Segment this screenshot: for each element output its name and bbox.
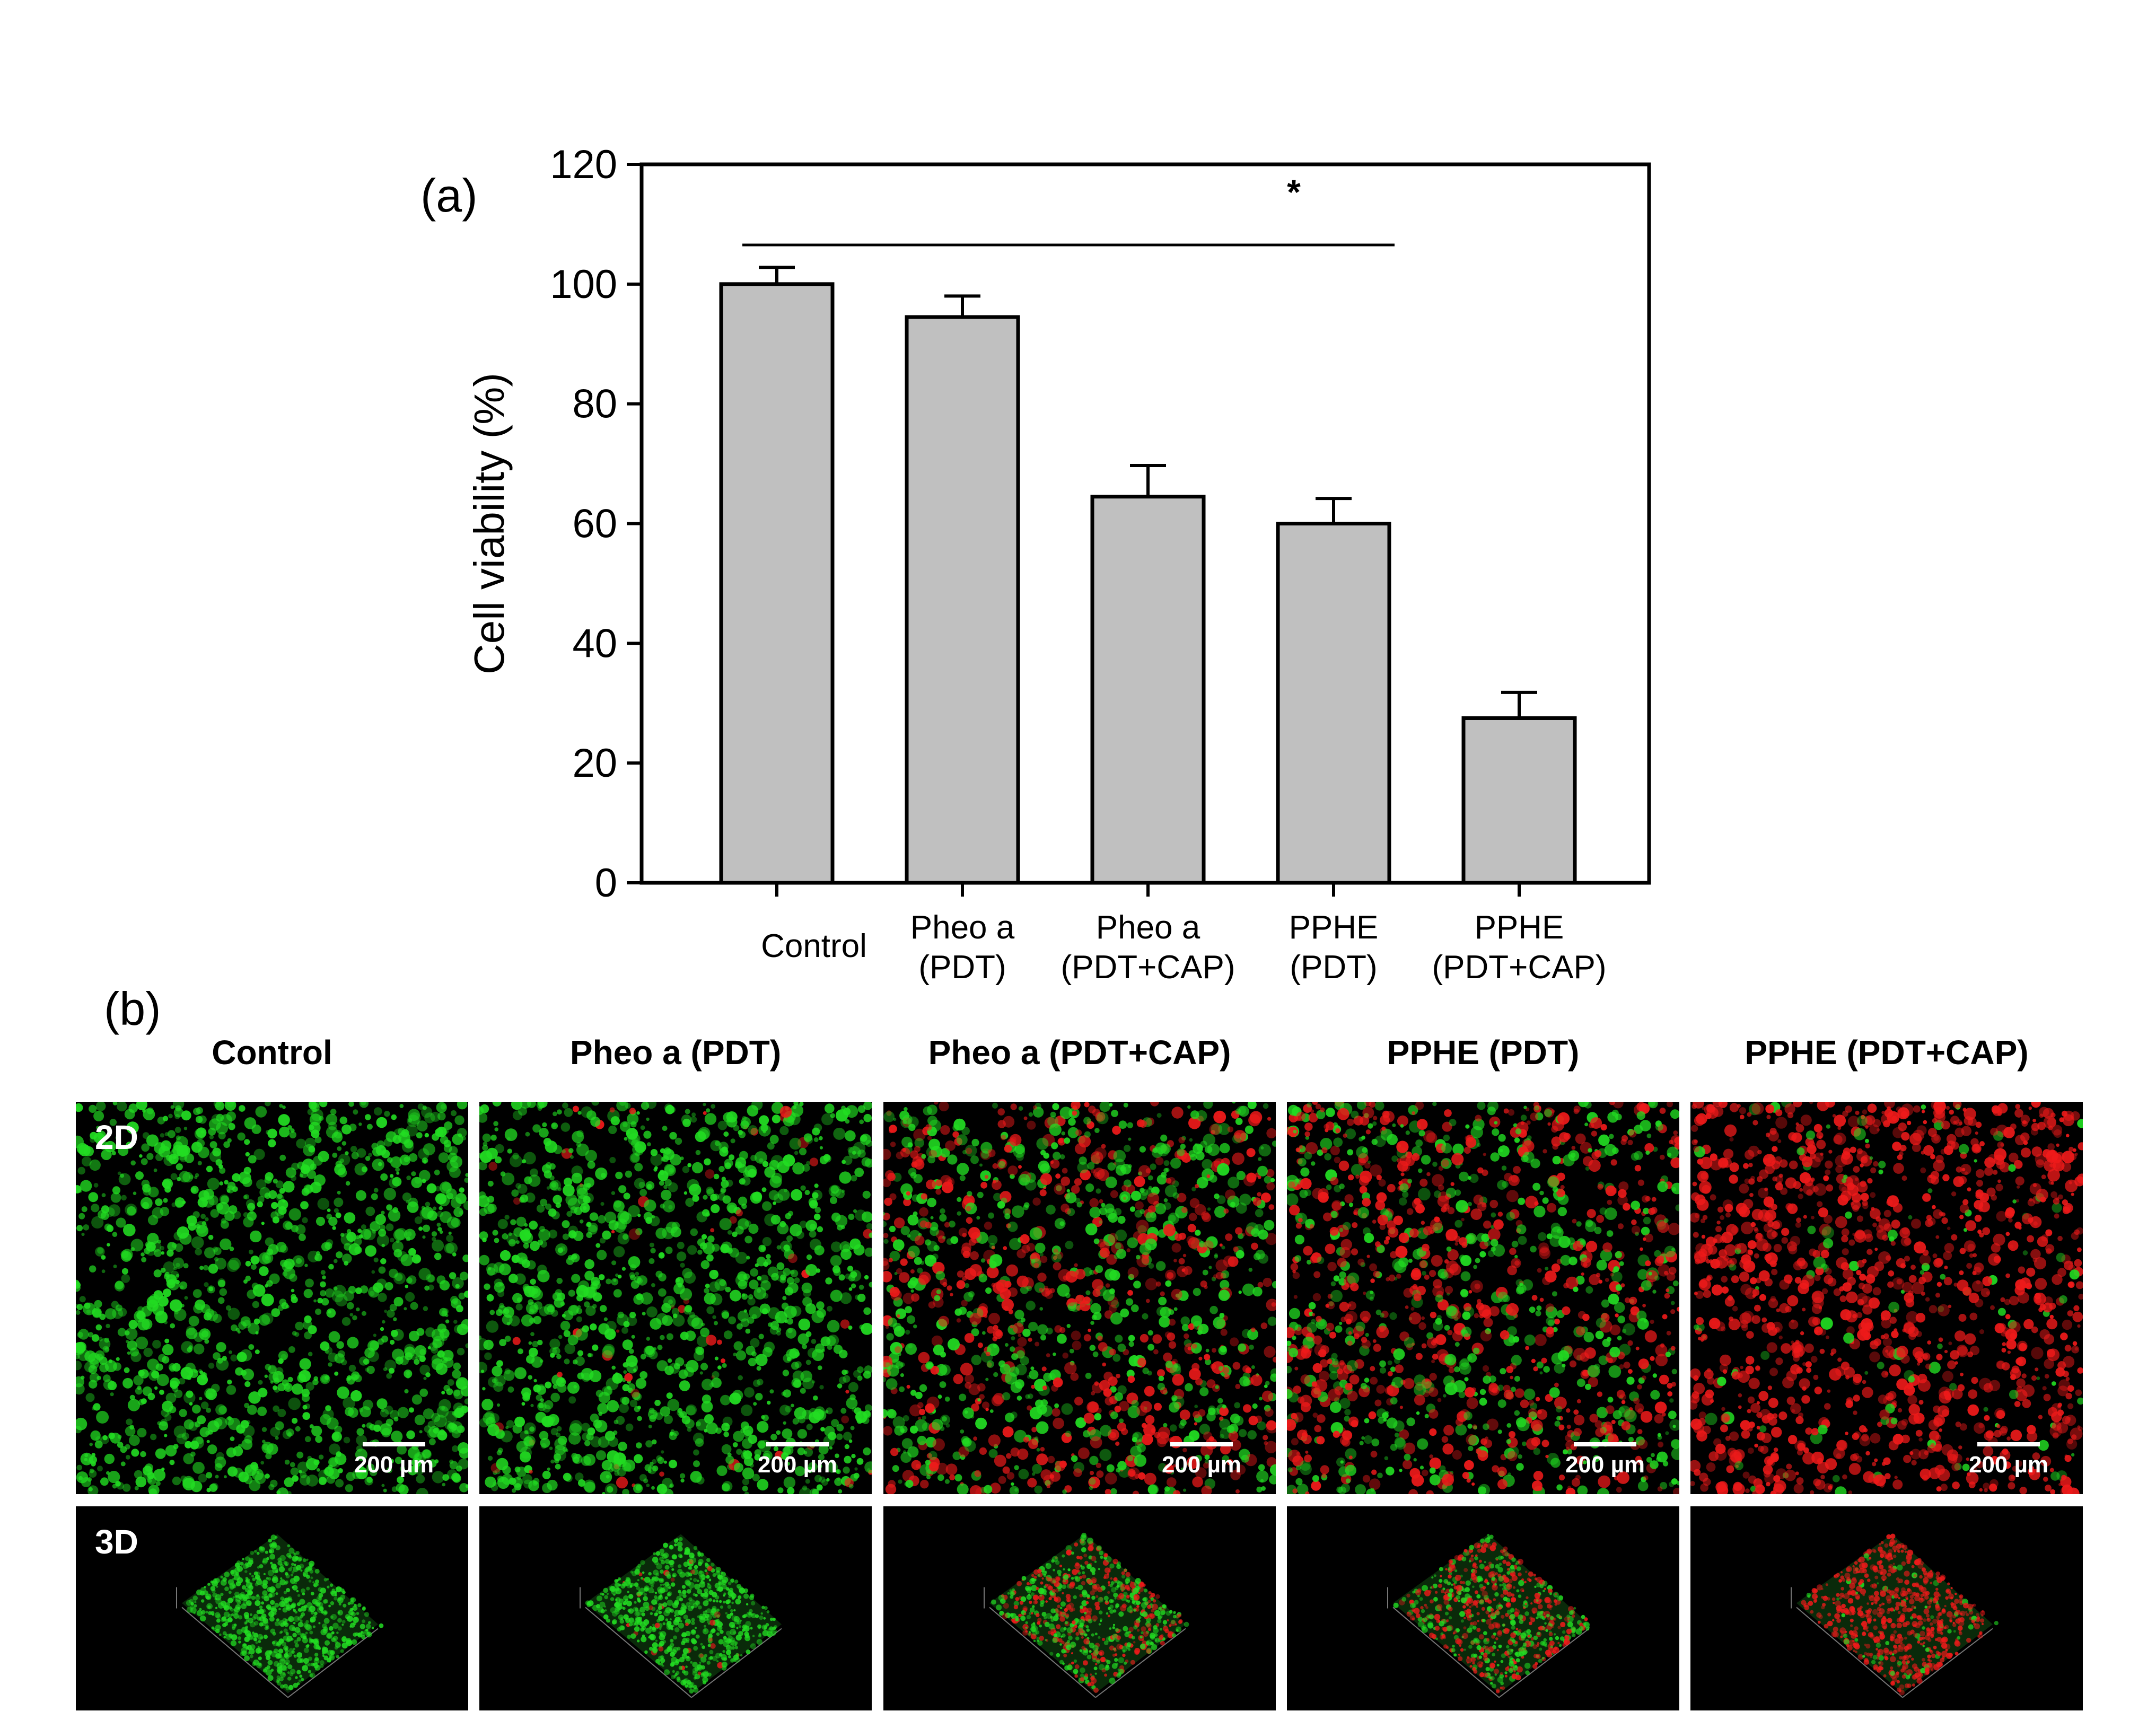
y-axis-label: Cell viability (%) [466,373,513,674]
fluorescence-image [883,1102,1276,1494]
x-tick-label: Pheo a [910,909,1015,946]
y-tick-label: 60 [572,502,617,547]
scale-bar-label: 200 µm [1968,1452,2049,1478]
x-tick-label: Control [761,928,867,964]
scale-bar-line [1574,1442,1636,1446]
significance-brackets: * [742,172,1395,247]
row-label-2d: 2D [95,1118,138,1156]
x-tick-label: (PDT+CAP) [1061,949,1235,986]
column-title: Control [212,1033,332,1072]
scale-bar-label: 200 µm [1565,1452,1645,1478]
3d-rendering [1791,1533,1999,1698]
micrograph-3d [1690,1506,2083,1710]
micrograph-2d: 2D 200 µm [76,1102,468,1494]
scale-bar-line [1170,1442,1233,1446]
micrograph-2d: 200 µm [1690,1102,2083,1494]
micrograph-3d: 3D [76,1506,468,1710]
scale-bar-line [766,1442,829,1446]
micrograph-2d: 200 µm [1287,1102,1679,1494]
bar-chart: 0 20 40 60 80 100 120 * Cell viability (%) Cont… [466,142,1651,986]
fluorescence-image [479,1102,872,1494]
fluorescence-image [1287,1102,1679,1494]
panel-a-label: (a) [420,169,478,222]
scale-bar-line [1977,1442,2040,1446]
x-tick-label: (PDT) [1290,949,1377,986]
x-tick-label: Pheo a [1096,909,1200,946]
micrograph-2d: 200 µm [479,1102,872,1494]
column-title: Pheo a (PDT+CAP) [928,1033,1231,1072]
bar [1276,522,1391,885]
column-title: Pheo a (PDT) [569,1033,782,1072]
x-tick-label: PPHE [1475,909,1564,946]
scale-bar-label: 200 µm [1161,1452,1242,1478]
scale-bar: 200 µm [352,1442,436,1478]
row-label-3d: 3D [95,1523,138,1561]
y-tick-label: 40 [572,621,617,666]
3d-rendering [176,1534,384,1698]
y-tick-label: 100 [550,262,617,307]
significance-marker: * [1287,172,1301,212]
micrograph-3d [1287,1506,1679,1710]
bar [719,282,835,885]
y-tick-label: 120 [550,142,617,187]
fluorescence-image [76,1102,468,1494]
y-tick-label: 20 [572,741,617,786]
micrograph-3d [883,1506,1276,1710]
column-title: PPHE (PDT) [1387,1033,1580,1072]
micrograph-3d [479,1506,872,1710]
x-tick-label: (PDT) [918,949,1006,986]
3d-rendering [984,1532,1189,1698]
scale-bar: 200 µm [1966,1442,2051,1478]
column-title: PPHE (PDT+CAP) [1745,1033,2029,1072]
scale-bar: 200 µm [755,1442,840,1478]
panel-b-label: (b) [104,982,161,1035]
scale-bar-line [363,1442,425,1446]
x-tick-label: (PDT+CAP) [1432,949,1607,986]
micrograph-2d: 200 µm [883,1102,1276,1494]
x-tick-label: PPHE [1289,909,1379,946]
scale-bar-label: 200 µm [757,1452,838,1478]
scale-bar: 200 µm [1563,1442,1647,1478]
fluorescence-image [1690,1102,2083,1494]
y-tick-label: 0 [595,861,617,906]
chart-bars [719,266,1577,885]
scale-bar: 200 µm [1159,1442,1244,1478]
3d-rendering [580,1534,782,1698]
bar [905,315,1020,885]
3d-rendering [1387,1533,1590,1698]
bar [1090,495,1206,885]
scale-bar-label: 200 µm [354,1452,434,1478]
bar [1461,716,1577,885]
y-tick-label: 80 [572,382,617,427]
